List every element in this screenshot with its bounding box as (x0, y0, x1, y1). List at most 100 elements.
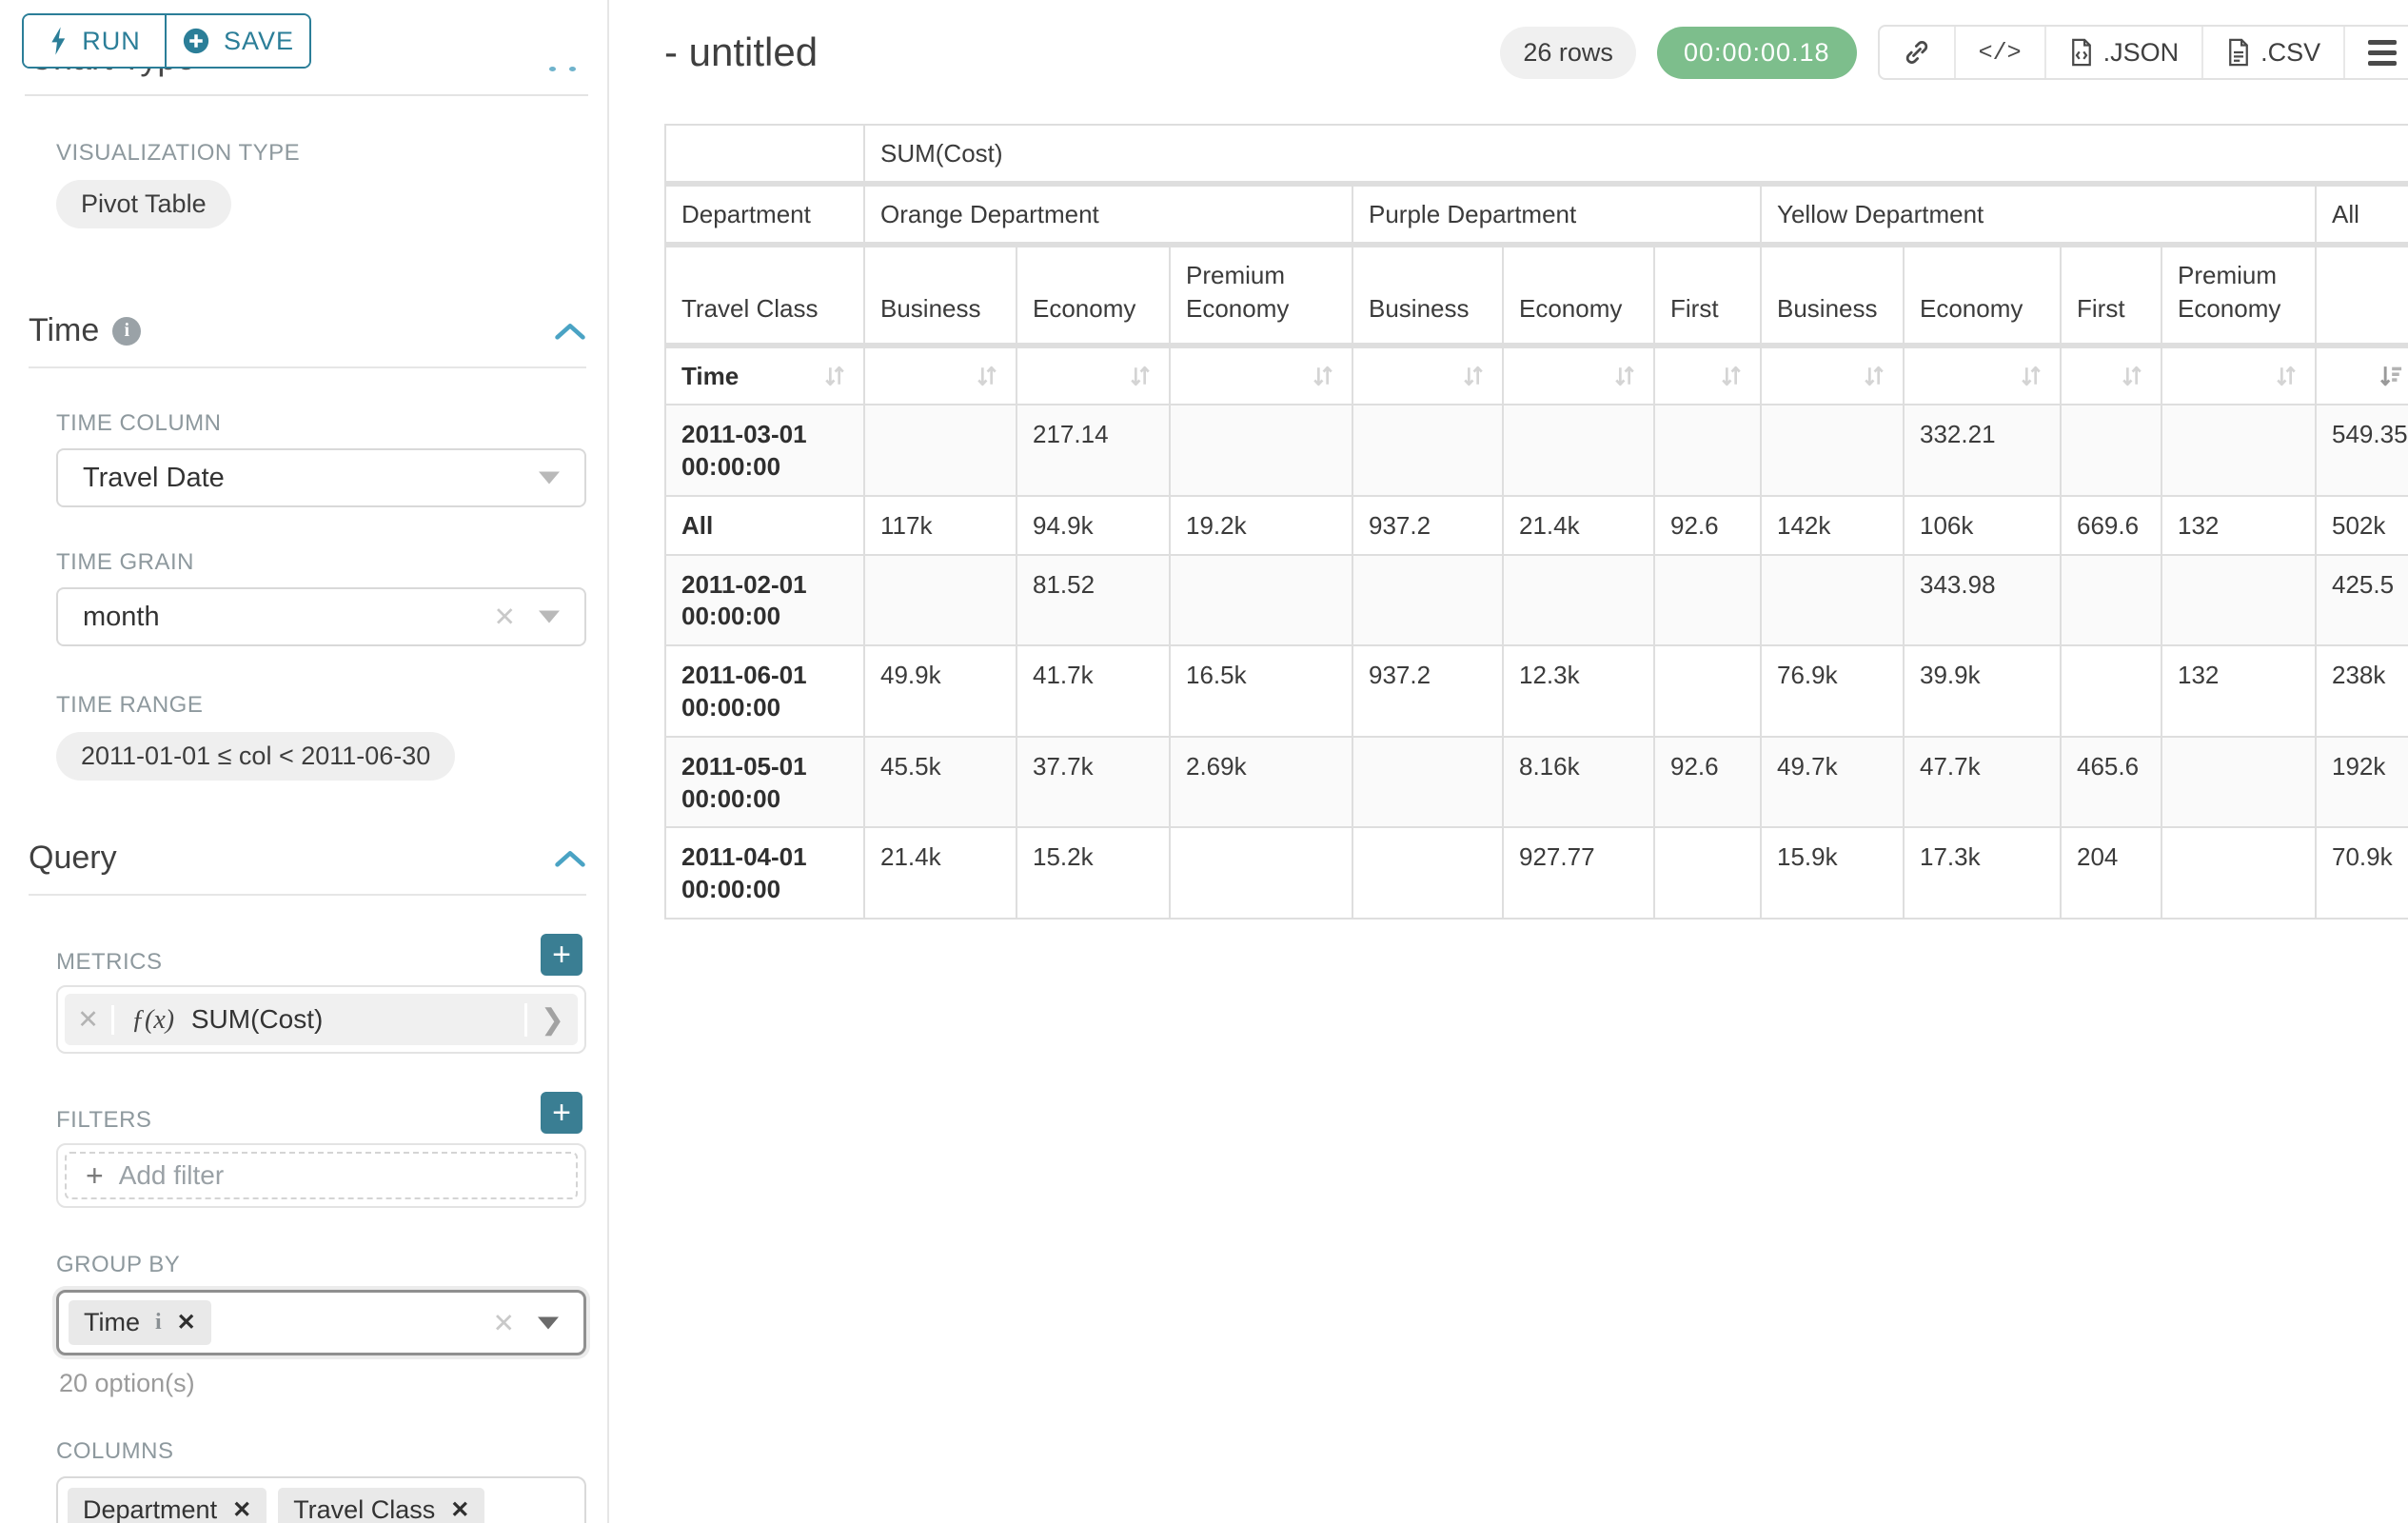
chevron-up-icon[interactable] (554, 321, 586, 342)
value-cell: 19.2k (1171, 496, 1352, 554)
add-filter-label: Add filter (118, 1160, 225, 1190)
value-cell (2062, 646, 2161, 736)
remove-chip-icon[interactable]: ✕ (450, 1497, 470, 1523)
value-cell: 81.52 (1017, 555, 1169, 645)
column-sort-cell (1353, 348, 1502, 405)
lightning-icon (51, 27, 66, 55)
sort-icon[interactable] (1310, 363, 1336, 389)
copy-link-button[interactable] (1880, 27, 1956, 78)
export-json-button[interactable]: .JSON (2046, 27, 2204, 78)
value-cell: 16.5k (1171, 646, 1352, 736)
remove-metric-icon[interactable]: ✕ (65, 1004, 114, 1035)
group-by-options-hint: 20 option(s) (59, 1369, 195, 1397)
save-button[interactable]: SAVE (167, 15, 309, 67)
controls-scroll-area: VISUALIZATION TYPE Pivot Table Time i TI… (0, 96, 607, 1523)
chip-label: Travel Class (293, 1495, 436, 1523)
value-cell (1353, 737, 1502, 827)
sort-icon[interactable] (821, 363, 848, 389)
chip-label: Time (84, 1308, 140, 1336)
sort-icon[interactable] (1611, 363, 1638, 389)
remove-chip-icon[interactable]: ✕ (176, 1310, 196, 1335)
info-icon: i (155, 1310, 162, 1335)
value-cell: 132 (2162, 646, 2315, 736)
travel-class-header: First (2062, 247, 2161, 347)
columns-chip-travel-class[interactable]: Travel Class ✕ (278, 1488, 485, 1523)
value-cell: 21.4k (1504, 496, 1653, 554)
value-cell: 332.21 (1905, 405, 2060, 495)
viz-type-label: VISUALIZATION TYPE (56, 140, 301, 166)
sort-icon[interactable] (2119, 363, 2145, 389)
panel-drag-handle[interactable] (549, 67, 576, 71)
filters-control: + Add filter (56, 1143, 586, 1208)
panel-top: Chart Type RUN SAVE (0, 0, 607, 96)
time-section-title: Time (29, 312, 100, 348)
columns-select[interactable]: Department ✕ Travel Class ✕ ✕ (56, 1476, 586, 1523)
add-metric-button[interactable]: + (541, 934, 582, 976)
group-by-label: GROUP BY (56, 1252, 181, 1277)
value-cell (2062, 555, 2161, 645)
value-cell: 45.5k (865, 737, 1016, 827)
sort-icon[interactable] (1127, 363, 1154, 389)
control-panel-sidebar: Chart Type RUN SAVE VISUALIZATION TYPE P… (0, 0, 609, 1523)
chevron-down-icon[interactable] (538, 1316, 559, 1329)
travel-class-header: Economy (1504, 247, 1653, 347)
metric-item[interactable]: ✕ ƒ(x) SUM(Cost) ❯ (65, 994, 578, 1045)
row-count-badge: 26 rows (1500, 26, 1636, 79)
columns-label: COLUMNS (56, 1438, 174, 1464)
sort-icon[interactable] (974, 363, 1000, 389)
table-row: All 117k 94.9k 19.2k 937.2 21.4k 92.6 142k 106k 6… (666, 496, 2408, 554)
value-cell (1353, 405, 1502, 495)
clear-icon[interactable]: ✕ (493, 602, 516, 632)
group-by-chip-time[interactable]: Time i ✕ (69, 1300, 211, 1345)
sort-icon[interactable] (1861, 363, 1887, 389)
sort-icon[interactable] (1460, 363, 1487, 389)
value-cell: 70.9k (2317, 828, 2408, 918)
value-cell (1171, 555, 1352, 645)
column-sort-cell (1017, 348, 1169, 405)
sort-icon[interactable] (1718, 363, 1745, 389)
query-section-header: Query (29, 840, 586, 877)
plus-icon: + (86, 1157, 104, 1193)
time-grain-select[interactable]: month ✕ (56, 587, 586, 646)
value-cell (865, 555, 1016, 645)
embed-code-button[interactable]: </> (1956, 27, 2046, 78)
columns-chip-department[interactable]: Department ✕ (68, 1488, 267, 1523)
viz-type-chip[interactable]: Pivot Table (56, 180, 231, 228)
department-group-header: All (2317, 187, 2408, 246)
value-cell: 8.16k (1504, 737, 1653, 827)
value-cell (865, 405, 1016, 495)
group-by-select[interactable]: Time i ✕ ✕ (56, 1290, 586, 1355)
value-cell: 17.3k (1905, 828, 2060, 918)
value-cell: 92.6 (1655, 496, 1760, 554)
travel-class-header: Economy (1017, 247, 1169, 347)
export-csv-button[interactable]: .CSV (2203, 27, 2346, 78)
department-group-header: Purple Department (1353, 187, 1760, 246)
chevron-right-icon[interactable]: ❯ (524, 1002, 578, 1037)
column-sort-cell (1655, 348, 1760, 405)
add-filter-plus-button[interactable]: + (541, 1092, 582, 1134)
chevron-up-icon[interactable] (554, 848, 586, 869)
file-json-icon (2071, 38, 2091, 67)
clear-icon[interactable]: ✕ (492, 1308, 515, 1337)
value-cell: 927.77 (1504, 828, 1653, 918)
metric-header-cell: SUM(Cost) (865, 126, 2408, 185)
travel-class-row-label: Travel Class (666, 247, 863, 347)
value-cell: 343.98 (1905, 555, 2060, 645)
table-row: 2011-06-01 00:00:00 49.9k 41.7k 16.5k 937.2 1… (666, 646, 2408, 736)
value-cell: 2.69k (1171, 737, 1352, 827)
remove-chip-icon[interactable]: ✕ (232, 1497, 252, 1523)
menu-button[interactable] (2345, 27, 2408, 78)
row-header-cell: 2011-05-01 00:00:00 (666, 737, 863, 827)
chart-title[interactable]: - untitled (664, 30, 819, 74)
sort-icon[interactable] (2273, 363, 2299, 389)
add-filter-button[interactable]: + Add filter (65, 1152, 578, 1199)
run-save-button-group: RUN SAVE (22, 13, 311, 69)
run-button[interactable]: RUN (24, 15, 167, 67)
function-icon: ƒ(x) (131, 1004, 175, 1035)
sort-icon[interactable] (2018, 363, 2044, 389)
sort-desc-icon[interactable] (2378, 363, 2404, 389)
time-column-select[interactable]: Travel Date (56, 448, 586, 507)
value-cell: 937.2 (1353, 646, 1502, 736)
time-range-chip[interactable]: 2011-01-01 ≤ col < 2011-06-30 (56, 732, 456, 781)
value-cell (1655, 555, 1760, 645)
